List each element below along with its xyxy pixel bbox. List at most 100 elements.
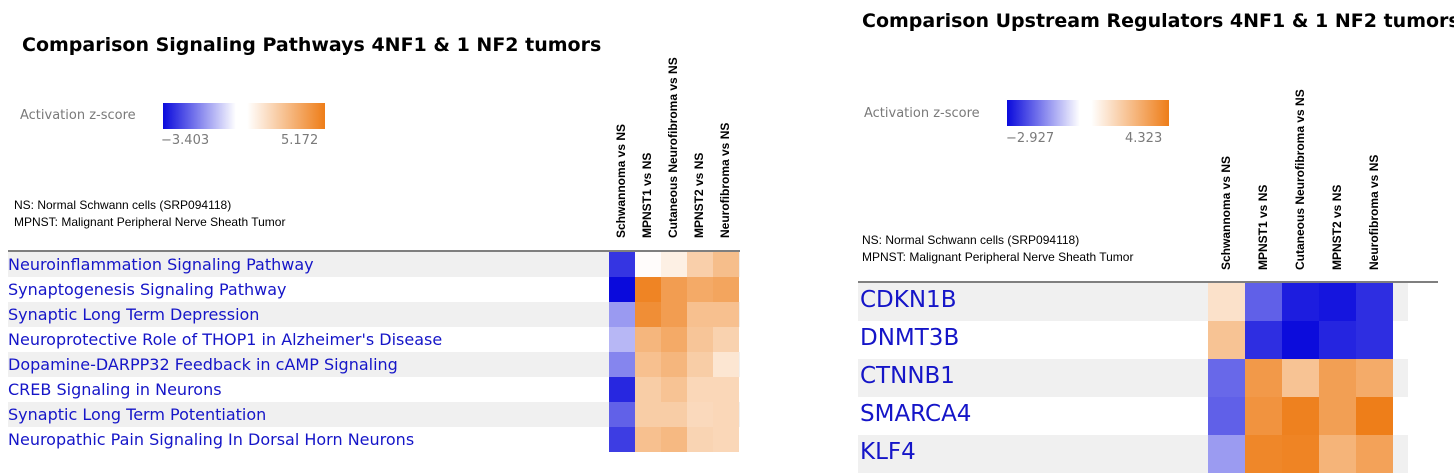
right-heatmap-cell [1208,321,1245,359]
left-heatmap-cell [609,377,635,402]
left-heatmap-cell [635,427,661,452]
right-heatmap-cell [1356,435,1393,473]
right-heatmap-cell [1356,321,1393,359]
left-note-mpnst: MPNST: Malignant Peripheral Nerve Sheath… [14,215,286,229]
left-heatmap-cell [635,327,661,352]
left-heatmap-cell [609,427,635,452]
left-heatmap-cell [635,277,661,302]
right-heatmap-cell [1356,397,1393,435]
right-heatmap-cell [1282,359,1319,397]
left-legend-max: 5.172 [281,133,319,148]
left-chart-title: Comparison Signaling Pathways 4NF1 & 1 N… [22,34,602,56]
right-column-label: MPNST2 vs NS [1329,184,1344,270]
right-heatmap-cell [1245,397,1282,435]
right-heatmap-cell [1245,435,1282,473]
right-heatmap-cell [1208,435,1245,473]
left-heatmap-cell [635,352,661,377]
right-note-ns: NS: Normal Schwann cells (SRP094118) [862,233,1080,247]
left-heatmap-cell [609,327,635,352]
right-heatmap-cell [1245,321,1282,359]
left-heatmap-cell [661,377,687,402]
right-heatmap-cell [1319,283,1356,321]
left-heatmap-cell [687,427,713,452]
left-heatmap-cell [661,252,687,277]
left-note-ns: NS: Normal Schwann cells (SRP094118) [14,198,232,212]
left-heatmap-cell [635,377,661,402]
left-heatmap-cell [687,352,713,377]
right-heatmap-cell [1319,321,1356,359]
left-column-label: MPNST2 vs NS [692,152,706,238]
left-heatmap-cell [635,252,661,277]
left-row-label: Synaptic Long Term Depression [8,305,260,324]
left-row-label: Dopamine-DARPP32 Feedback in cAMP Signal… [8,355,398,374]
left-row-label: Neuroprotective Role of THOP1 in Alzheim… [8,330,443,349]
left-heatmap-cell [609,252,635,277]
left-heatmap-cell [609,352,635,377]
left-heatmap-cell [661,402,687,427]
left-heatmap-cell [609,302,635,327]
left-heatmap-cell [713,327,739,352]
right-heatmap-cell [1245,283,1282,321]
left-heatmap-cell [635,302,661,327]
right-header-divider [858,281,1438,283]
right-heatmap-cell [1282,435,1319,473]
left-row-label: Synaptogenesis Signaling Pathway [8,280,287,299]
left-heatmap-cell [661,327,687,352]
left-heatmap-cell [687,327,713,352]
left-heatmap-cell [713,352,739,377]
right-chart-title: Comparison Upstream Regulators 4NF1 & 1 … [862,10,1454,32]
left-header-divider [8,250,740,252]
left-heatmap-cell [661,277,687,302]
left-heatmap-cell [713,252,739,277]
left-column-label: Neurofibroma vs NS [718,122,732,238]
right-heatmap-cell [1356,359,1393,397]
right-column-label: Schwannoma vs NS [1218,155,1233,270]
right-legend-max: 4.323 [1125,131,1163,146]
left-heatmap-cell [713,427,739,452]
right-heatmap-cell [1282,397,1319,435]
right-row-label: SMARCA4 [860,401,972,427]
left-row-label: CREB Signaling in Neurons [8,380,222,399]
right-legend-label: Activation z-score [864,106,980,121]
left-heatmap-cell [713,377,739,402]
left-heatmap-cell [635,402,661,427]
left-heatmap-cell [713,277,739,302]
right-heatmap-cell [1208,359,1245,397]
right-colorbar [1007,100,1169,126]
left-heatmap-cell [609,402,635,427]
left-legend-min: −3.403 [161,133,210,148]
right-legend-min: −2.927 [1006,131,1055,146]
left-row-label: Synaptic Long Term Potentiation [8,405,267,424]
right-heatmap-cell [1208,397,1245,435]
right-column-label: Cutaneous Neurofibroma vs NS [1292,89,1307,270]
right-heatmap-cell [1319,435,1356,473]
left-heatmap-cell [661,427,687,452]
right-heatmap-cell [1319,397,1356,435]
right-row-label: DNMT3B [860,325,960,351]
right-heatmap-cell [1282,321,1319,359]
left-column-label: Cutaneous Neurofibroma vs NS [666,57,680,238]
left-heatmap-cell [687,402,713,427]
left-heatmap-cell [687,302,713,327]
left-heatmap-cell [687,377,713,402]
right-heatmap-cell [1282,283,1319,321]
right-column-label: MPNST1 vs NS [1255,184,1270,270]
left-legend-label: Activation z-score [20,108,136,123]
right-heatmap-cell [1356,283,1393,321]
left-column-label: Schwannoma vs NS [614,123,628,238]
left-heatmap-cell [687,252,713,277]
right-heatmap-panel: Comparison Upstream Regulators 4NF1 & 1 … [840,0,1454,473]
left-column-label: MPNST1 vs NS [640,152,654,238]
right-row-label: KLF4 [860,439,916,465]
left-heatmap-cell [661,302,687,327]
left-colorbar [163,103,325,129]
left-heatmap-cell [713,402,739,427]
left-heatmap-cell [687,277,713,302]
left-heatmap-panel: Comparison Signaling Pathways 4NF1 & 1 N… [8,34,740,452]
right-row-label: CDKN1B [860,287,957,313]
right-note-mpnst: MPNST: Malignant Peripheral Nerve Sheath… [862,250,1134,264]
right-heatmap-cell [1208,283,1245,321]
left-row-label: Neuropathic Pain Signaling In Dorsal Hor… [8,430,415,449]
left-row-label: Neuroinflammation Signaling Pathway [8,255,314,274]
left-heatmap-cell [713,302,739,327]
